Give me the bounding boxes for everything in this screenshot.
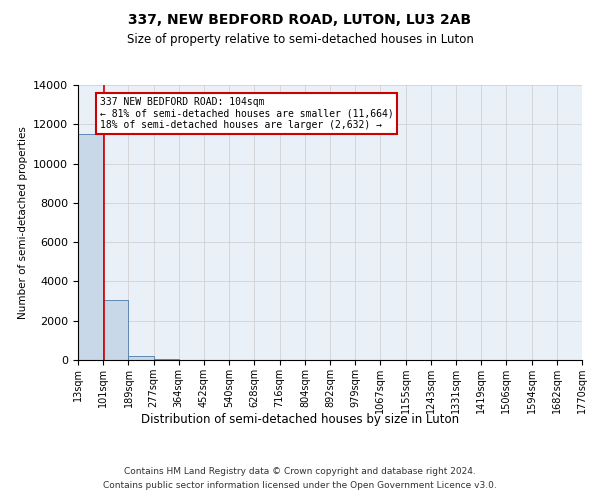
- Text: Contains public sector information licensed under the Open Government Licence v3: Contains public sector information licen…: [103, 481, 497, 490]
- Text: Distribution of semi-detached houses by size in Luton: Distribution of semi-detached houses by …: [141, 412, 459, 426]
- Bar: [128, 356, 154, 360]
- Text: 337, NEW BEDFORD ROAD, LUTON, LU3 2AB: 337, NEW BEDFORD ROAD, LUTON, LU3 2AB: [128, 12, 472, 26]
- Bar: [103, 300, 128, 360]
- Text: 337 NEW BEDFORD ROAD: 104sqm
← 81% of semi-detached houses are smaller (11,664)
: 337 NEW BEDFORD ROAD: 104sqm ← 81% of se…: [100, 97, 394, 130]
- Text: Size of property relative to semi-detached houses in Luton: Size of property relative to semi-detach…: [127, 32, 473, 46]
- Text: Contains HM Land Registry data © Crown copyright and database right 2024.: Contains HM Land Registry data © Crown c…: [124, 468, 476, 476]
- Y-axis label: Number of semi-detached properties: Number of semi-detached properties: [17, 126, 28, 319]
- Bar: [78, 134, 103, 360]
